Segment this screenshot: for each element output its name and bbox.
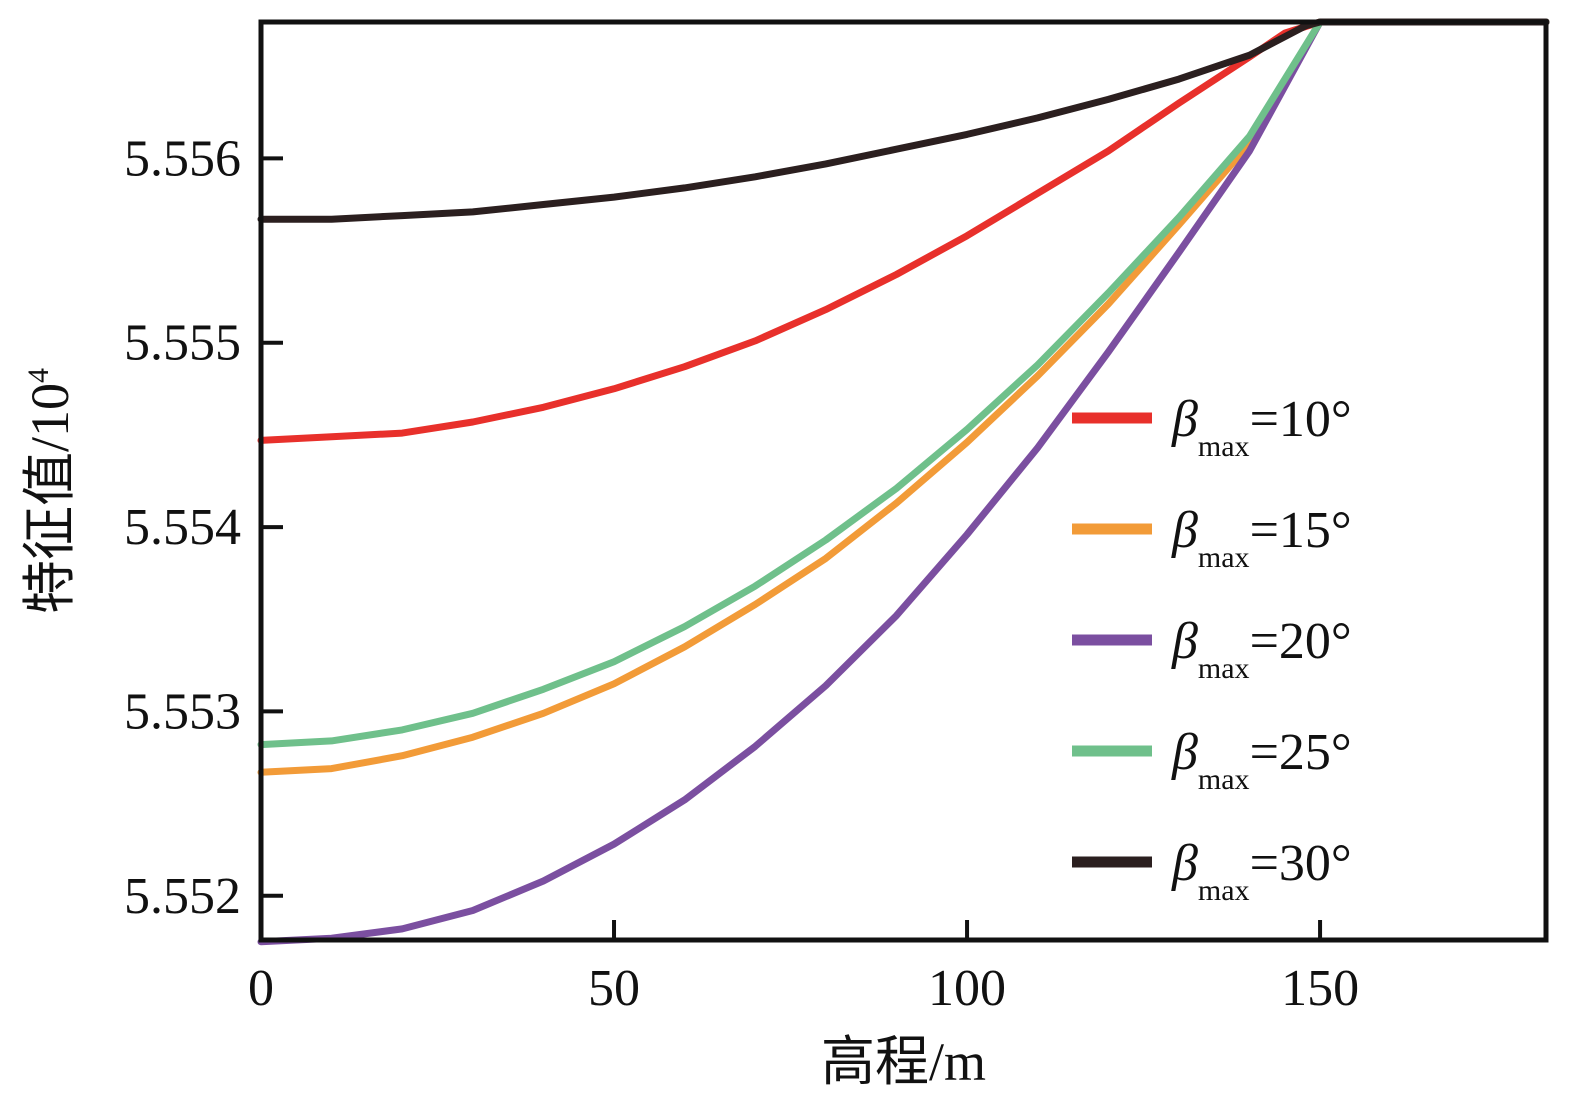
y-tick-label: 5.553	[124, 683, 241, 740]
x-tick-label: 50	[588, 960, 640, 1017]
y-tick-label: 5.555	[124, 315, 241, 372]
y-axis-label: 特征值/104	[20, 368, 80, 614]
series-line-5	[257, 18, 1550, 223]
legend-label-1: βmax=10°	[1171, 391, 1352, 463]
y-axis-label-exponent: 4	[22, 368, 55, 383]
x-tick-label: 100	[928, 960, 1006, 1017]
y-tick-label: 5.554	[124, 499, 241, 556]
x-axis: 0 50 100 150	[248, 920, 1359, 1017]
legend-label-5: βmax=30°	[1171, 835, 1352, 907]
legend-label-4: βmax=25°	[1171, 724, 1352, 796]
y-axis-label-text: 特征值/10	[20, 383, 80, 614]
x-tick-label: 0	[248, 960, 274, 1017]
legend-label-2: βmax=15°	[1171, 502, 1352, 574]
y-tick-label: 5.552	[124, 868, 241, 925]
series-line-1	[257, 18, 1550, 444]
series-layer	[257, 18, 1550, 946]
plot-frame	[258, 19, 1549, 943]
x-tick-label: 150	[1281, 960, 1359, 1017]
series-line-4	[257, 18, 1550, 749]
series-line-2	[257, 18, 1550, 776]
legend-label-3: βmax=20°	[1171, 613, 1352, 685]
y-tick-label: 5.556	[124, 130, 241, 187]
y-axis: 5.552 5.553 5.554 5.555 5.556	[124, 130, 283, 925]
legend: βmax=10° βmax=15° βmax=20° βmax=25° βmax=30°	[1072, 391, 1352, 907]
x-axis-label: 高程/m	[821, 1032, 986, 1092]
